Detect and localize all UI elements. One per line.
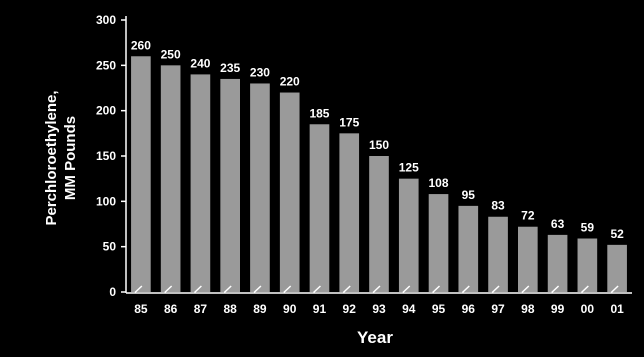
- plot-area: 0 50 100 150 200 250 300 260 85 250 86 240 87 235 88 23…: [96, 13, 632, 316]
- bar: [279, 92, 300, 293]
- data-label: 220: [280, 75, 300, 89]
- x-tick-label: 93: [372, 302, 386, 316]
- data-label: 95: [462, 188, 476, 202]
- y-tick-label: 300: [96, 13, 116, 27]
- bar: [309, 124, 330, 293]
- data-label: 175: [339, 115, 359, 129]
- bar-base-slash: [253, 285, 262, 294]
- bar-base-slash: [134, 285, 143, 294]
- x-tick-label: 94: [402, 302, 416, 316]
- bar: [607, 244, 627, 292]
- bar-base-slash: [223, 285, 232, 294]
- x-tick-label: 00: [581, 302, 595, 316]
- y-tick-label: 150: [96, 149, 116, 163]
- y-axis-title-line-2: MM Pounds: [62, 116, 79, 200]
- bar-base-slash: [521, 285, 530, 294]
- x-tick-label: 85: [134, 302, 148, 316]
- bar: [190, 74, 211, 293]
- x-tick-label: 01: [610, 302, 624, 316]
- data-label: 185: [309, 106, 329, 120]
- bar-base-slash: [164, 285, 173, 294]
- y-tick-label: 200: [96, 104, 116, 118]
- bar: [160, 65, 181, 292]
- data-label: 108: [429, 176, 449, 190]
- bar-base-slash: [491, 285, 500, 294]
- data-label: 125: [399, 161, 419, 175]
- data-label: 59: [581, 221, 595, 235]
- data-label: 52: [610, 227, 624, 241]
- data-label: 250: [161, 47, 181, 61]
- bar-base-slash: [432, 285, 441, 294]
- bar: [250, 83, 270, 292]
- bar-base-slash: [313, 285, 321, 294]
- x-tick-label: 99: [551, 302, 565, 316]
- bar: [577, 238, 598, 292]
- data-label: 230: [250, 65, 270, 79]
- bar: [131, 56, 151, 293]
- x-tick-label: 96: [462, 302, 476, 316]
- x-tick-label: 88: [223, 302, 237, 316]
- bar-base-slash: [580, 285, 589, 294]
- bar-base-slash: [461, 285, 470, 294]
- y-tick-label: 100: [96, 194, 116, 208]
- x-tick-label: 87: [194, 302, 208, 316]
- bar: [398, 178, 419, 292]
- x-tick-label: 89: [253, 302, 267, 316]
- bar: [488, 216, 508, 292]
- x-tick-label: 97: [491, 302, 505, 316]
- y-tick-label: 0: [109, 285, 116, 299]
- bar-base-slash: [194, 285, 202, 294]
- x-tick-label: 90: [283, 302, 297, 316]
- data-label: 235: [220, 61, 240, 75]
- data-label: 240: [190, 56, 210, 70]
- y-tick-label: 50: [103, 240, 117, 254]
- data-label: 63: [551, 217, 565, 231]
- y-tick-label: 250: [96, 58, 116, 72]
- x-tick-label: 91: [313, 302, 327, 316]
- data-label: 260: [131, 38, 151, 52]
- x-tick-label: 98: [521, 302, 535, 316]
- x-axis-title: Year: [357, 328, 393, 347]
- bar-base-slash: [342, 285, 351, 294]
- bar: [369, 156, 389, 292]
- bar-base-slash: [610, 285, 619, 294]
- bar: [339, 133, 360, 292]
- bar: [518, 226, 538, 292]
- bar: [220, 78, 240, 292]
- x-tick-label: 95: [432, 302, 446, 316]
- bar: [428, 194, 449, 292]
- bar: [458, 205, 479, 292]
- bar-base-slash: [372, 285, 381, 294]
- data-label: 83: [491, 199, 505, 213]
- bar-base-slash: [551, 285, 560, 294]
- x-tick-label: 86: [164, 302, 178, 316]
- data-label: 72: [521, 209, 535, 223]
- bar-base-slash: [283, 285, 292, 294]
- x-tick-label: 92: [343, 302, 357, 316]
- bar: [547, 234, 568, 292]
- bar-base-slash: [402, 285, 411, 294]
- data-label: 150: [369, 138, 389, 152]
- y-axis-title-line-1: Perchloroethylene,: [43, 90, 60, 225]
